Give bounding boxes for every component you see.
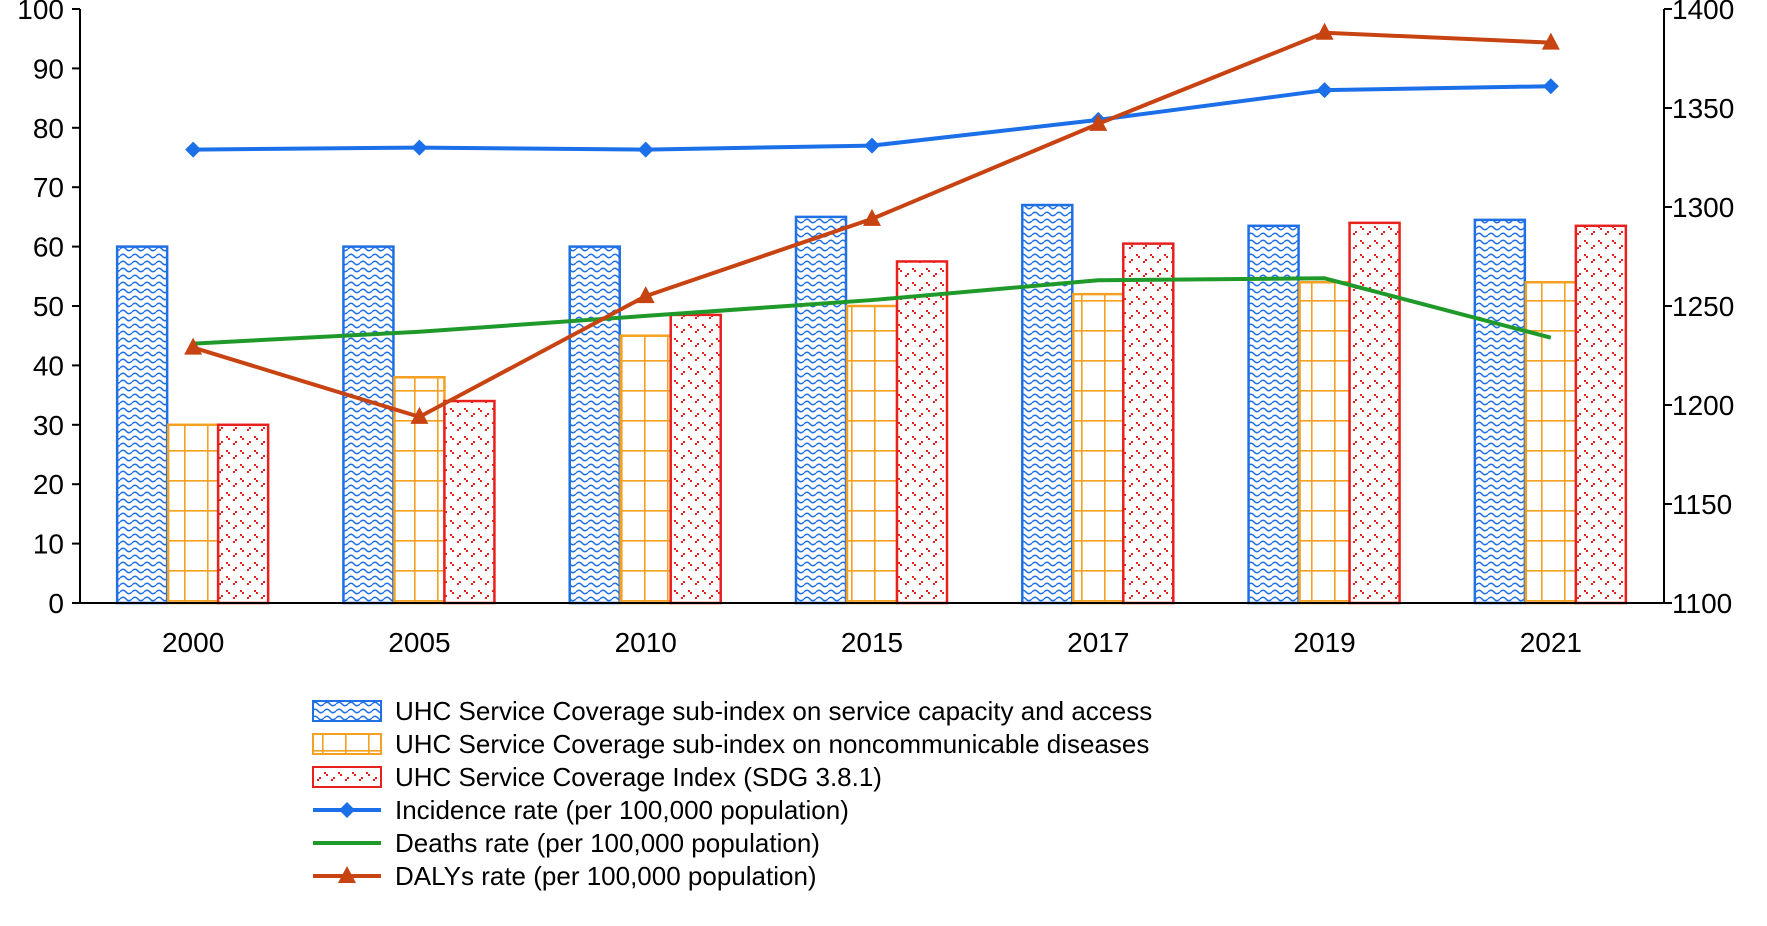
point-incidence-rate-per-1-2019 [1316, 82, 1333, 99]
point-incidence-rate-per-1-2021 [1542, 78, 1559, 95]
legend-label: UHC Service Coverage Index (SDG 3.8.1) [395, 762, 882, 792]
x-tick-label: 2015 [841, 627, 903, 658]
bar-uhc-service-coverage-index-sdg-3-8-1-2017 [1122, 242, 1175, 605]
bar-uhc-service-coverage-sub-index-on-servic-2000 [115, 245, 169, 605]
legend: UHC Service Coverage sub-index on servic… [312, 696, 1152, 891]
legend-label: DALYs rate (per 100,000 population) [395, 861, 817, 891]
legend-swatch-bar [312, 733, 382, 755]
bar-uhc-service-coverage-sub-index-on-servic-2005 [342, 245, 395, 605]
legend-swatch-bar [312, 700, 382, 722]
right-tick-label: 1250 [1672, 291, 1734, 322]
x-tick-label: 2000 [162, 627, 224, 658]
point-incidence-rate-per-1-2005 [411, 139, 428, 156]
legend-swatch-bar [312, 766, 382, 788]
legend-label: Deaths rate (per 100,000 population) [395, 828, 820, 858]
bar-uhc-service-coverage-sub-index-on-noncom-2000 [166, 423, 220, 605]
point-dalys-rate-per-100-0-2005 [410, 406, 429, 424]
bar-uhc-service-coverage-sub-index-on-servic-2015 [794, 215, 848, 605]
legend-label: Incidence rate (per 100,000 population) [395, 795, 849, 825]
point-incidence-rate-per-1-2000 [185, 141, 202, 158]
legend-label: UHC Service Coverage sub-index on noncom… [395, 729, 1149, 759]
bars-layer [115, 203, 1628, 605]
bar-uhc-service-coverage-sub-index-on-servic-2017 [1021, 203, 1074, 605]
point-dalys-rate-per-100-0-2000 [184, 337, 203, 355]
left-tick-label: 30 [33, 410, 64, 441]
bar-uhc-service-coverage-index-sdg-3-8-1-2019 [1348, 221, 1401, 605]
bar-uhc-service-coverage-sub-index-on-noncom-2017 [1072, 292, 1125, 605]
point-dalys-rate-per-100-0-2019 [1315, 22, 1334, 40]
bar-uhc-service-coverage-sub-index-on-servic-2010 [568, 245, 621, 605]
right-tick-label: 1100 [1672, 588, 1732, 619]
legend-marker [339, 802, 355, 818]
x-tick-label: 2019 [1293, 627, 1355, 658]
bar-uhc-service-coverage-sub-index-on-noncom-2019 [1298, 280, 1351, 605]
point-dalys-rate-per-100-0-2017 [1089, 113, 1108, 131]
left-tick-label: 80 [33, 113, 64, 144]
axes-layer: 0 10 20 30 40 50 60 70 80 90 100 1100 1150 1200 1250 13… [17, 0, 1734, 658]
legend-label: UHC Service Coverage sub-index on servic… [395, 696, 1152, 726]
point-incidence-rate-per-1-2010 [637, 141, 654, 158]
left-tick-label: 50 [33, 291, 64, 322]
right-tick-label: 1400 [1672, 0, 1734, 25]
bar-uhc-service-coverage-sub-index-on-noncom-2010 [619, 334, 672, 605]
x-tick-label: 2005 [388, 627, 450, 658]
right-tick-label: 1150 [1672, 489, 1732, 520]
left-tick-label: 90 [33, 53, 64, 84]
left-tick-label: 60 [33, 232, 64, 263]
right-tick-label: 1300 [1672, 192, 1734, 223]
x-tick-label: 2021 [1520, 627, 1582, 658]
left-tick-label: 40 [33, 350, 64, 381]
bar-uhc-service-coverage-sub-index-on-servic-2019 [1247, 224, 1300, 605]
bar-uhc-service-coverage-sub-index-on-noncom-2021 [1524, 280, 1578, 605]
point-dalys-rate-per-100-0-2010 [636, 286, 655, 304]
bar-uhc-service-coverage-index-sdg-3-8-1-2005 [443, 399, 496, 605]
x-tick-label: 2010 [615, 627, 677, 658]
left-tick-label: 20 [33, 469, 64, 500]
line-deaths-rate-per-100-000-popula [193, 276, 1552, 346]
bar-uhc-service-coverage-index-sdg-3-8-1-2010 [669, 313, 722, 605]
left-tick-label: 100 [17, 0, 64, 25]
bar-uhc-service-coverage-sub-index-on-servic-2021 [1473, 218, 1527, 605]
bar-uhc-service-coverage-index-sdg-3-8-1-2015 [895, 260, 949, 605]
bar-uhc-service-coverage-sub-index-on-noncom-2015 [845, 304, 899, 605]
left-tick-label: 10 [33, 529, 64, 560]
bar-uhc-service-coverage-index-sdg-3-8-1-2000 [216, 423, 270, 605]
bar-uhc-service-coverage-index-sdg-3-8-1-2021 [1574, 224, 1628, 605]
lines-layer [184, 22, 1560, 424]
point-dalys-rate-per-100-0-2021 [1541, 32, 1560, 50]
point-incidence-rate-per-1-2015 [864, 137, 880, 154]
left-tick-label: 0 [48, 588, 64, 619]
left-tick-label: 70 [33, 172, 64, 203]
point-dalys-rate-per-100-0-2015 [863, 208, 881, 226]
x-tick-label: 2017 [1067, 627, 1129, 658]
right-tick-label: 1350 [1672, 93, 1734, 124]
legend-marker [338, 866, 356, 883]
right-tick-label: 1200 [1672, 390, 1734, 421]
